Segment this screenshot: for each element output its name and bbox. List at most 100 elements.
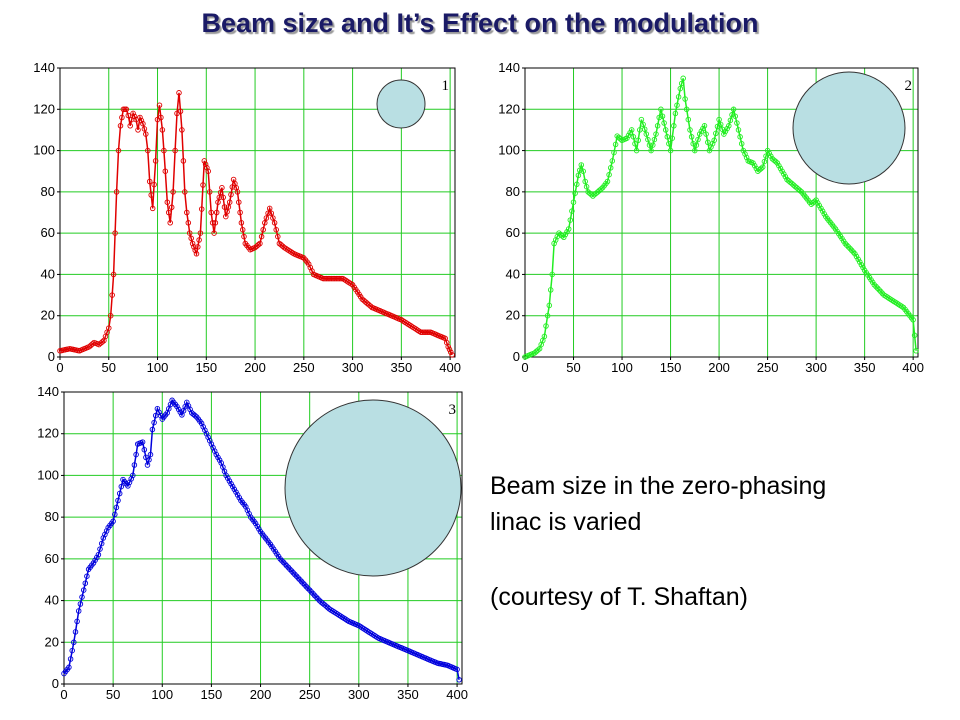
data-point: [215, 199, 221, 205]
data-point: [598, 186, 604, 192]
data-point: [784, 176, 790, 183]
data-point: [633, 147, 640, 154]
data-point: [131, 462, 138, 468]
data-point: [84, 573, 90, 579]
data-point: [567, 217, 574, 223]
data-point: [140, 120, 146, 127]
x-tick-label: 150: [201, 687, 223, 702]
caption-line-2: linac is varied: [490, 508, 642, 536]
data-point: [648, 147, 654, 154]
data-point: [562, 231, 569, 238]
data-point: [188, 235, 194, 242]
data-point: [769, 156, 776, 162]
data-point: [690, 140, 696, 147]
data-point: [858, 262, 865, 268]
data-point: [156, 102, 163, 108]
data-point: [283, 563, 290, 569]
data-point: [743, 154, 750, 161]
data-point: [768, 153, 774, 159]
data-point: [271, 220, 278, 226]
data-point: [112, 230, 118, 236]
data-point: [72, 629, 79, 635]
data-point: [700, 125, 706, 132]
data-point: [223, 472, 229, 479]
data-point: [92, 557, 98, 563]
y-tick-label: 80: [41, 184, 55, 199]
data-point: [879, 290, 886, 297]
data-point: [79, 594, 85, 600]
y-tick-label: 20: [506, 308, 520, 323]
panel-label: 3: [449, 402, 457, 418]
data-point: [137, 114, 143, 121]
data-point: [575, 172, 582, 179]
data-point: [595, 189, 601, 195]
y-tick-label: 40: [45, 593, 59, 608]
data-point: [565, 226, 572, 232]
data-point: [279, 557, 285, 564]
data-point: [177, 409, 184, 415]
data-point: [844, 242, 850, 248]
data-point: [607, 165, 614, 171]
data-point: [580, 168, 586, 174]
data-point: [191, 244, 197, 250]
data-point: [811, 198, 818, 205]
series-markers: [522, 75, 919, 360]
plot-frame: [59, 67, 456, 358]
data-point: [561, 234, 567, 241]
y-tick-label: 80: [45, 509, 59, 524]
data-point: [776, 162, 782, 169]
data-point: [135, 127, 141, 133]
data-point: [678, 80, 685, 87]
data-point: [254, 523, 261, 529]
data-point: [201, 158, 208, 164]
data-point: [845, 244, 852, 250]
y-tick-label: 60: [506, 225, 520, 240]
data-point: [141, 126, 148, 132]
data-point: [585, 189, 591, 195]
data-point: [658, 106, 664, 113]
data-point: [722, 128, 729, 135]
data-point: [735, 127, 742, 133]
data-point: [711, 137, 717, 144]
data-point: [152, 158, 159, 164]
chart-panel-3: 0 50 100 150 200 250 300 350 400 0 20 40 60 80 100 120 1…: [37, 384, 468, 702]
data-point: [143, 131, 149, 137]
data-point: [238, 220, 245, 226]
data-point: [703, 131, 709, 137]
data-point: [790, 182, 797, 188]
data-point: [112, 511, 118, 518]
data-point: [109, 292, 115, 298]
data-point: [582, 178, 588, 185]
data-point: [164, 199, 171, 205]
data-point: [139, 439, 146, 445]
data-point: [149, 205, 156, 212]
data-point: [303, 583, 310, 590]
data-point: [544, 312, 551, 319]
data-point: [685, 116, 692, 123]
data-point: [146, 178, 153, 185]
data-point: [308, 589, 315, 595]
x-tick-label: 300: [348, 687, 370, 702]
data-point: [290, 570, 297, 576]
data-point: [278, 242, 284, 248]
data-point: [611, 149, 617, 156]
data-point: [612, 141, 619, 148]
data-point: [176, 90, 182, 96]
data-point: [361, 297, 367, 304]
data-point: [359, 296, 366, 302]
data-point: [219, 184, 225, 191]
data-point: [258, 233, 265, 240]
data-point: [215, 454, 221, 461]
data-point: [688, 134, 695, 140]
data-point: [309, 268, 315, 274]
data-point: [789, 180, 795, 187]
data-point: [225, 204, 232, 210]
data-point: [213, 209, 220, 216]
panel-label: 1: [442, 78, 450, 94]
data-point: [730, 106, 737, 113]
data-point: [774, 160, 781, 166]
data-point: [167, 220, 173, 226]
data-point: [96, 341, 102, 348]
data-point: [265, 210, 271, 216]
data-point: [256, 526, 262, 532]
